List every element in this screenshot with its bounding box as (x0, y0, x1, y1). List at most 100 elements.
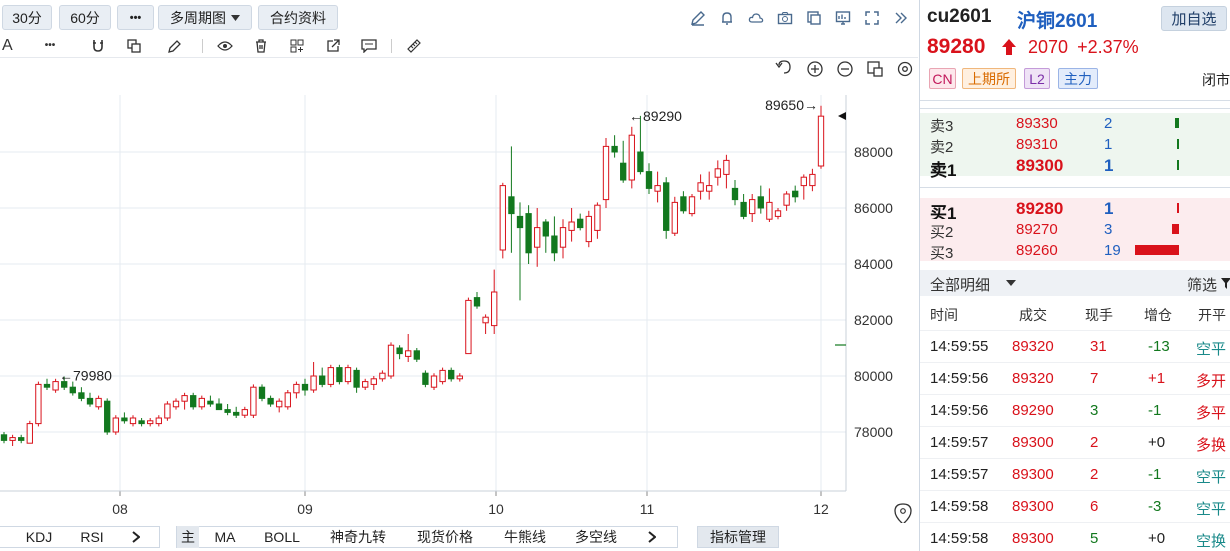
candlestick[interactable] (671, 196, 678, 236)
candlestick[interactable] (215, 398, 223, 411)
candlestick[interactable] (637, 115, 644, 175)
candlestick[interactable] (456, 373, 463, 382)
candlestick[interactable] (491, 269, 498, 334)
candlestick[interactable] (250, 384, 257, 418)
caret-down-icon[interactable] (1006, 280, 1016, 286)
candlestick[interactable] (723, 154, 730, 189)
all-detail-label[interactable]: 全部明细 (930, 277, 991, 294)
indicator-manager-button[interactable]: 指标管理 (697, 526, 779, 548)
bid-row[interactable]: 买1 89280 1 (920, 198, 1230, 223)
zoom-out-icon[interactable] (837, 61, 853, 77)
indicator-boll[interactable]: BOLL (264, 529, 300, 545)
ask-row[interactable]: 卖2 89310 1 (920, 134, 1230, 156)
indicator-long-short[interactable]: 多空线 (575, 529, 617, 545)
period-60min-button[interactable]: 60分 (59, 5, 111, 30)
candlestick[interactable] (172, 398, 180, 410)
more-tools-icon[interactable]: ••• (44, 40, 56, 51)
candlestick[interactable] (663, 177, 670, 239)
candlestick[interactable] (181, 392, 188, 410)
candlestick[interactable] (559, 219, 567, 259)
indicator-rsi[interactable]: RSI (80, 529, 104, 545)
multi-period-dropdown[interactable]: 多周期图 (158, 5, 252, 30)
candlestick[interactable] (9, 434, 16, 446)
candlestick[interactable] (448, 367, 455, 382)
candlestick[interactable] (293, 381, 300, 399)
candlestick[interactable] (396, 345, 403, 360)
text-tool-icon[interactable]: A (2, 36, 13, 54)
candlestick[interactable] (430, 373, 438, 390)
candlestick[interactable] (439, 367, 446, 385)
indicator-shenqi[interactable]: 神奇九转 (330, 529, 386, 545)
contract-info-button[interactable]: 合约资料 (258, 5, 338, 30)
candlestick[interactable] (542, 219, 549, 253)
monitor-chart-icon[interactable] (833, 8, 852, 27)
candlestick[interactable] (284, 390, 291, 410)
bid-row[interactable]: 买2 89270 3 (920, 219, 1230, 241)
candlestick[interactable] (147, 418, 154, 427)
candlestick[interactable] (26, 420, 33, 444)
indicator-kdj[interactable]: KDJ (25, 529, 53, 545)
candlestick[interactable] (319, 367, 326, 388)
candlestick[interactable] (241, 406, 248, 418)
kline-svg[interactable]: 78000 80000 82000 84000 86000 88000 08 09 10 11 12… (0, 58, 918, 525)
candlestick[interactable] (61, 376, 68, 390)
layout-icon[interactable] (867, 61, 883, 77)
candlestick[interactable] (190, 392, 197, 410)
candlestick[interactable] (18, 434, 25, 444)
candlestick[interactable] (654, 171, 661, 203)
candlestick[interactable] (525, 205, 532, 264)
candlestick[interactable] (809, 168, 816, 192)
candlestick[interactable] (276, 398, 283, 413)
candlestick[interactable] (792, 185, 799, 203)
candlestick[interactable] (645, 163, 653, 194)
candlestick[interactable] (0, 432, 8, 444)
candlestick[interactable] (198, 395, 205, 410)
export-icon[interactable] (315, 35, 351, 56)
candlestick[interactable] (370, 376, 377, 390)
candlestick[interactable] (267, 395, 274, 407)
copy-shape-icon[interactable] (116, 35, 152, 56)
candlestick[interactable] (164, 401, 171, 421)
candlestick[interactable] (568, 208, 575, 242)
candlestick[interactable] (78, 387, 85, 402)
scroll-right-arrow-icon[interactable] (640, 526, 664, 548)
candlestick[interactable] (362, 378, 369, 390)
collapse-panel-icon[interactable] (891, 8, 910, 27)
candlestick[interactable] (594, 202, 601, 239)
candlestick[interactable] (86, 392, 94, 407)
settings-gear-icon[interactable] (897, 61, 913, 77)
fullscreen-icon[interactable] (862, 8, 881, 27)
candlestick[interactable] (43, 378, 51, 390)
scroll-right-arrow-icon[interactable] (124, 526, 148, 548)
candlestick[interactable] (714, 160, 721, 186)
trade-row[interactable]: 14:59:56 89320 7 +1 多开 (920, 362, 1230, 392)
candlestick[interactable] (585, 210, 592, 248)
candlestick[interactable] (534, 208, 541, 267)
trade-row[interactable]: 14:59:58 89300 5 +0 空换 (920, 522, 1230, 551)
candlestick[interactable] (207, 395, 214, 407)
undo-icon[interactable] (775, 60, 791, 74)
more-periods-button[interactable]: ••• (117, 5, 154, 30)
candlestick[interactable] (387, 342, 395, 379)
candlestick[interactable] (508, 146, 515, 253)
camera-icon[interactable] (775, 8, 794, 27)
candlestick[interactable] (258, 384, 266, 402)
filter-label[interactable]: 筛选 (1187, 277, 1218, 294)
candlestick[interactable] (422, 370, 429, 388)
filter-icon[interactable] (1221, 278, 1230, 289)
candlestick[interactable] (817, 105, 825, 169)
candlestick[interactable] (774, 208, 782, 220)
candlestick[interactable] (379, 370, 386, 382)
candlestick[interactable] (129, 415, 137, 427)
candlestick[interactable] (95, 395, 102, 410)
candlestick[interactable] (688, 194, 696, 217)
indicator-bull-bear[interactable]: 牛熊线 (504, 529, 546, 545)
candlestick[interactable] (697, 174, 704, 200)
candlestick[interactable] (121, 412, 128, 424)
candlestick[interactable] (233, 406, 240, 418)
candlestick[interactable] (499, 182, 506, 259)
copy-window-icon[interactable] (804, 8, 823, 27)
candlestick[interactable] (35, 381, 42, 427)
candlestick[interactable] (757, 185, 764, 214)
bell-icon[interactable] (717, 8, 736, 27)
